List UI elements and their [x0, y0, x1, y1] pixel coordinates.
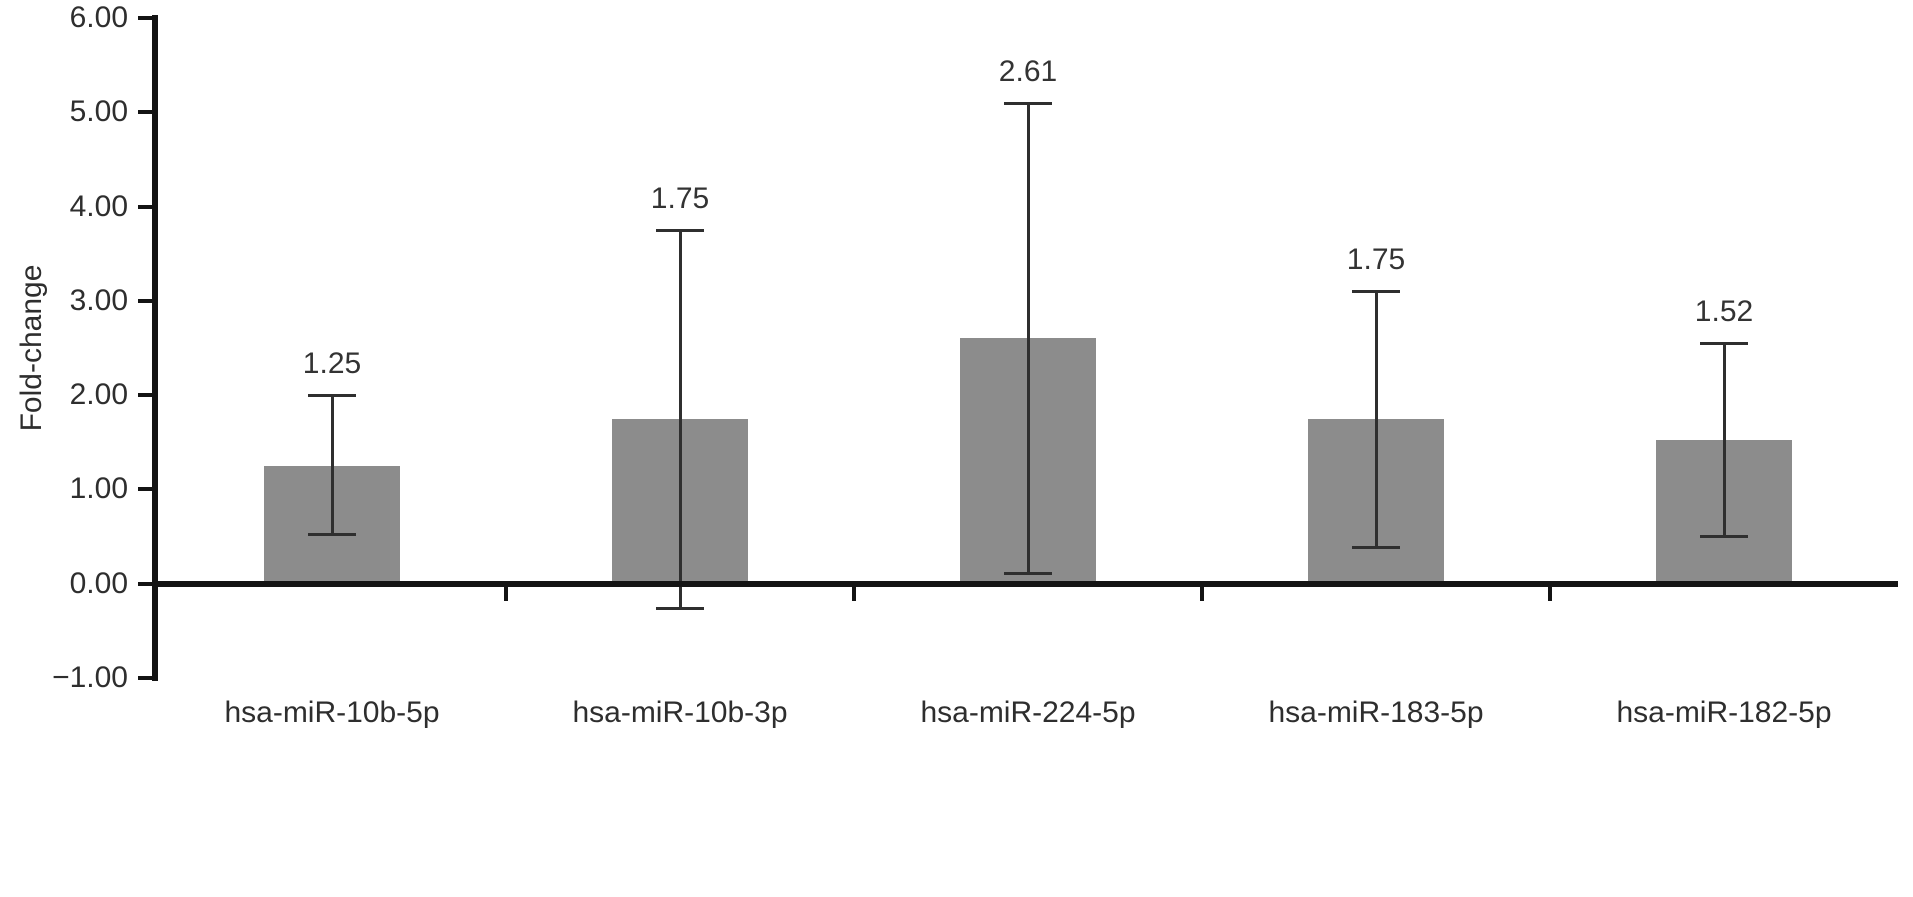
- error-bar: [1026, 102, 1030, 575]
- bar-value-label: 1.25: [302, 347, 362, 381]
- error-bar-cap-top: [656, 229, 704, 233]
- y-tick: [138, 110, 152, 115]
- error-bar-cap-top: [1352, 290, 1400, 294]
- y-axis-line: [152, 15, 158, 681]
- y-tick-label: 0.00: [69, 566, 128, 600]
- category-label: hsa-miR-183-5p: [1268, 696, 1484, 729]
- bar-value-label: 1.75: [1346, 243, 1406, 277]
- y-tick: [138, 16, 152, 20]
- y-tick-label: 3.00: [69, 283, 128, 317]
- category-label: hsa-miR-10b-5p: [224, 696, 440, 729]
- bar-value-label: 1.52: [1694, 295, 1754, 329]
- y-tick: [138, 676, 152, 680]
- x-axis-line: [152, 580, 1898, 587]
- error-bar-cap-bottom: [656, 607, 704, 611]
- y-tick: [138, 581, 152, 586]
- category-label: hsa-miR-10b-3p: [572, 696, 788, 729]
- error-bar-cap-bottom: [308, 532, 356, 536]
- error-bar-cap-top: [1700, 342, 1748, 346]
- error-bar-cap-bottom: [1700, 534, 1748, 538]
- y-tick-label: 2.00: [69, 378, 128, 412]
- y-tick: [138, 204, 152, 209]
- error-bar: [678, 230, 682, 610]
- y-tick-label: 5.00: [69, 95, 128, 129]
- error-bar: [1374, 291, 1378, 548]
- bar-value-label: 2.61: [998, 54, 1058, 88]
- x-tick: [1548, 586, 1552, 601]
- error-bar-cap-top: [308, 394, 356, 398]
- y-tick: [138, 393, 152, 398]
- category-label: hsa-miR-224-5p: [920, 696, 1136, 729]
- error-bar-cap-bottom: [1352, 545, 1400, 549]
- y-tick: [138, 487, 152, 492]
- y-tick-label: 4.00: [69, 189, 128, 223]
- error-bar: [330, 395, 334, 535]
- error-bar-cap-bottom: [1004, 572, 1052, 576]
- category-label: hsa-miR-182-5p: [1616, 696, 1832, 729]
- y-tick-label: −1.00: [52, 661, 128, 694]
- y-tick-label: 1.00: [69, 472, 128, 506]
- y-tick: [138, 298, 152, 303]
- bar-value-label: 1.75: [650, 182, 710, 216]
- y-tick-label: 6.00: [69, 1, 128, 34]
- x-tick: [852, 586, 856, 601]
- x-tick: [504, 586, 508, 601]
- error-bar-cap-top: [1004, 101, 1052, 105]
- error-bar: [1722, 343, 1726, 537]
- x-tick: [1200, 586, 1204, 601]
